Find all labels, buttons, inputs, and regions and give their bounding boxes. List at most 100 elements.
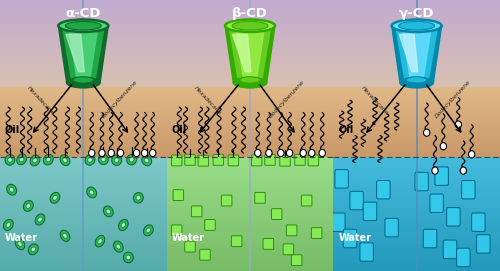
FancyBboxPatch shape [173,190,184,201]
Text: Hexadecane: Hexadecane [193,85,222,116]
Ellipse shape [300,149,306,157]
Ellipse shape [234,78,266,88]
FancyBboxPatch shape [430,194,444,212]
Ellipse shape [106,209,110,214]
FancyBboxPatch shape [222,195,232,206]
Ellipse shape [31,247,36,252]
Polygon shape [70,33,97,76]
Text: Dodecylbenzene: Dodecylbenzene [434,80,472,119]
FancyBboxPatch shape [255,192,265,203]
FancyBboxPatch shape [385,218,398,237]
Polygon shape [403,33,430,76]
Ellipse shape [130,157,134,162]
Polygon shape [63,29,104,79]
Polygon shape [396,29,437,79]
Ellipse shape [95,235,105,247]
Ellipse shape [98,239,102,244]
Ellipse shape [63,233,67,238]
Ellipse shape [104,206,114,217]
Ellipse shape [50,192,60,203]
Ellipse shape [33,158,37,163]
Ellipse shape [15,238,25,250]
Ellipse shape [60,155,70,166]
Ellipse shape [144,225,154,236]
Ellipse shape [66,21,102,30]
FancyBboxPatch shape [286,225,297,236]
Ellipse shape [20,157,24,162]
Ellipse shape [142,155,152,166]
Text: Hexadecane: Hexadecane [360,85,388,116]
FancyBboxPatch shape [205,220,215,230]
FancyBboxPatch shape [192,206,202,217]
Ellipse shape [38,217,42,222]
Ellipse shape [98,154,108,165]
FancyBboxPatch shape [376,180,390,199]
Polygon shape [236,33,264,76]
FancyBboxPatch shape [198,155,208,166]
FancyBboxPatch shape [172,155,182,166]
Text: γ-CD: γ-CD [399,7,434,20]
Ellipse shape [30,155,40,166]
Polygon shape [392,26,442,83]
Ellipse shape [90,190,94,195]
Ellipse shape [134,192,143,203]
Text: Water: Water [5,234,38,243]
FancyBboxPatch shape [263,238,274,249]
Ellipse shape [88,149,95,157]
FancyBboxPatch shape [292,255,302,266]
Ellipse shape [278,149,284,157]
Ellipse shape [66,78,100,88]
FancyBboxPatch shape [185,154,195,165]
Ellipse shape [73,77,94,83]
Ellipse shape [254,149,261,157]
Ellipse shape [114,158,119,162]
Ellipse shape [6,222,10,227]
Ellipse shape [116,244,120,249]
Ellipse shape [16,154,26,165]
Ellipse shape [424,129,430,136]
Ellipse shape [101,157,105,162]
FancyBboxPatch shape [444,240,457,259]
Ellipse shape [118,219,128,231]
Ellipse shape [136,196,140,200]
FancyBboxPatch shape [283,244,294,255]
Ellipse shape [308,149,315,157]
Ellipse shape [286,149,293,157]
Ellipse shape [4,220,13,230]
FancyBboxPatch shape [472,213,485,231]
Ellipse shape [121,222,126,227]
FancyBboxPatch shape [456,248,470,267]
Polygon shape [66,34,84,72]
FancyBboxPatch shape [252,155,262,166]
Ellipse shape [8,158,12,162]
Ellipse shape [10,187,14,192]
Ellipse shape [232,21,268,30]
FancyBboxPatch shape [295,154,305,165]
Text: Oil: Oil [172,125,187,135]
Ellipse shape [266,149,272,157]
Ellipse shape [126,154,136,165]
Ellipse shape [26,204,30,208]
Text: Dodecylbenzene: Dodecylbenzene [268,80,306,119]
Text: α-CD: α-CD [66,7,101,20]
Ellipse shape [146,228,150,233]
FancyBboxPatch shape [343,229,357,248]
Ellipse shape [60,230,70,241]
Ellipse shape [142,149,148,157]
Ellipse shape [400,78,434,88]
Ellipse shape [86,187,97,198]
Text: Hexadecane: Hexadecane [26,85,56,116]
Ellipse shape [440,143,446,150]
Ellipse shape [63,158,67,163]
Ellipse shape [58,20,108,32]
FancyBboxPatch shape [232,236,242,247]
Ellipse shape [398,21,434,30]
Ellipse shape [118,149,124,157]
Ellipse shape [406,77,427,83]
Ellipse shape [126,255,130,260]
FancyBboxPatch shape [360,243,374,261]
FancyBboxPatch shape [350,191,364,210]
Ellipse shape [35,214,45,225]
Ellipse shape [46,157,50,162]
Text: β-CD: β-CD [232,7,268,20]
